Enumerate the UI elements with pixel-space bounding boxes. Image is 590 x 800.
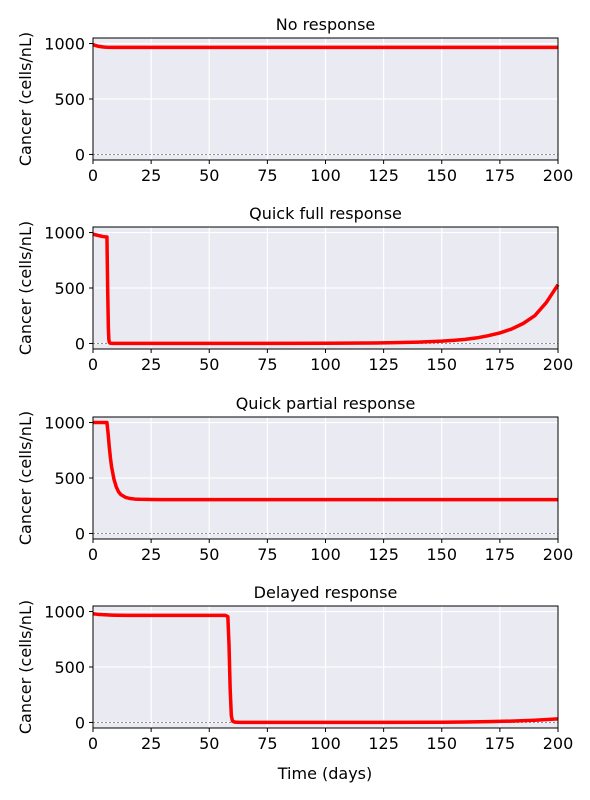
y-tick-label: 500 — [54, 469, 85, 488]
data-series-line — [92, 42, 558, 50]
x-tick-label: 125 — [368, 734, 399, 753]
y-axis-label: Cancer (cells/nL) — [16, 411, 35, 545]
x-tick-label: 100 — [310, 355, 341, 374]
x-tick-label: 125 — [368, 355, 399, 374]
x-tick-label: 0 — [88, 734, 98, 753]
x-tick-label: 75 — [257, 166, 277, 185]
x-tick-label: 50 — [199, 355, 219, 374]
y-tick-label: 0 — [75, 713, 85, 732]
y-axis-label: Cancer (cells/nL) — [16, 32, 35, 166]
data-series-line — [92, 612, 559, 725]
x-tick-label: 175 — [485, 355, 516, 374]
chart-panel: 0 25 50 75 100 125 150 175 200 0 500 1000 No respons… — [16, 15, 573, 185]
chart-panel: 0 25 50 75 100 125 150 175 200 0 500 1000 Delayed re… — [16, 583, 573, 753]
x-tick-label: 200 — [543, 545, 574, 564]
x-tick-label: 50 — [199, 545, 219, 564]
y-tick-label: 1000 — [44, 35, 85, 54]
data-series-line — [93, 420, 558, 502]
x-tick-label: 75 — [257, 355, 277, 374]
x-axis-label: Time (days) — [277, 764, 373, 783]
y-tick-label: 1000 — [44, 224, 85, 243]
x-tick-label: 25 — [141, 545, 161, 564]
x-tick-label: 175 — [485, 166, 516, 185]
x-tick-label: 0 — [88, 545, 98, 564]
x-tick-label: 25 — [141, 355, 161, 374]
x-tick-label: 200 — [543, 355, 574, 374]
x-tick-label: 150 — [426, 545, 457, 564]
y-tick-label: 500 — [54, 658, 85, 677]
x-tick-label: 150 — [426, 355, 457, 374]
x-tick-label: 100 — [310, 166, 341, 185]
chart-panel: 0 25 50 75 100 125 150 175 200 0 500 1000 Quick full… — [16, 204, 573, 374]
x-tick-label: 50 — [199, 166, 219, 185]
y-tick-label: 500 — [54, 90, 85, 109]
x-tick-label: 200 — [543, 166, 574, 185]
x-tick-label: 50 — [199, 734, 219, 753]
x-tick-label: 200 — [543, 734, 574, 753]
chart-title: Quick partial response — [236, 394, 416, 413]
x-tick-label: 175 — [485, 734, 516, 753]
x-tick-label: 125 — [368, 545, 399, 564]
chart-title: Delayed response — [254, 583, 398, 602]
y-axis-label: Cancer (cells/nL) — [16, 600, 35, 734]
y-tick-label: 1000 — [44, 414, 85, 433]
chart-panel: 0 25 50 75 100 125 150 175 200 0 500 1000 Quick part… — [16, 394, 573, 564]
x-tick-label: 75 — [257, 734, 277, 753]
y-tick-label: 1000 — [44, 603, 85, 622]
y-tick-label: 500 — [54, 279, 85, 298]
y-tick-label: 0 — [75, 334, 85, 353]
chart-title: No response — [276, 15, 376, 34]
x-tick-label: 100 — [310, 545, 341, 564]
x-tick-label: 175 — [485, 545, 516, 564]
data-series-line — [92, 232, 560, 346]
x-tick-label: 100 — [310, 734, 341, 753]
y-tick-label: 0 — [75, 145, 85, 164]
y-tick-label: 0 — [75, 524, 85, 543]
x-tick-label: 25 — [141, 734, 161, 753]
x-tick-label: 125 — [368, 166, 399, 185]
x-tick-label: 25 — [141, 166, 161, 185]
x-tick-label: 0 — [88, 166, 98, 185]
chart-title: Quick full response — [249, 204, 402, 223]
y-axis-label: Cancer (cells/nL) — [16, 221, 35, 355]
x-tick-label: 150 — [426, 734, 457, 753]
x-tick-label: 150 — [426, 166, 457, 185]
x-tick-label: 0 — [88, 355, 98, 374]
x-tick-label: 75 — [257, 545, 277, 564]
